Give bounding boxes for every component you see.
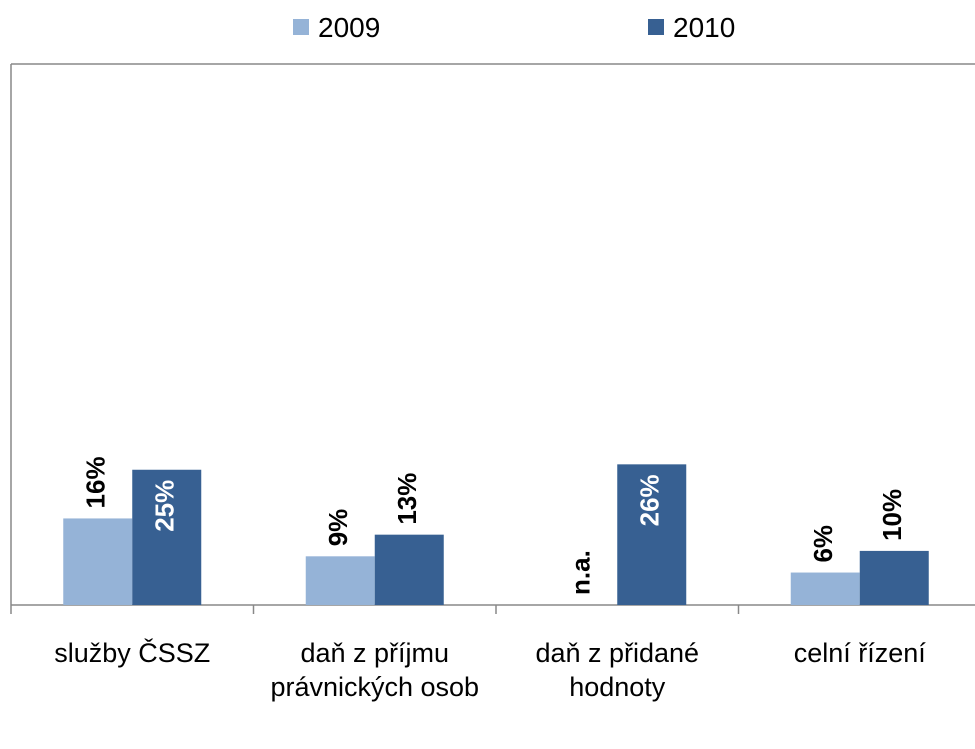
legend-label: 2010 [673,12,735,43]
data-label: 9% [323,509,353,547]
data-label: 13% [392,473,422,525]
bar [132,469,202,605]
data-label: n.a. [566,550,596,595]
data-label: 10% [877,489,907,541]
bar [63,518,133,605]
x-tick-label: daň z příjmu právnických osob [270,638,480,702]
bar [374,534,444,605]
legend-swatch [293,19,309,35]
legend-swatch [648,19,664,35]
x-tick-label: služby ČSSZ [54,638,211,668]
data-label: 26% [635,474,665,526]
x-tick-label: daň z přidané hodnoty [535,638,700,702]
data-label: 25% [150,480,180,532]
bar [305,556,375,605]
bar [790,572,860,605]
legend-label: 2009 [318,12,380,43]
data-label: 16% [81,456,111,508]
data-label: 6% [808,525,838,563]
bar [859,550,929,605]
bar [617,464,687,605]
x-tick-label: celní řízení [793,638,926,668]
